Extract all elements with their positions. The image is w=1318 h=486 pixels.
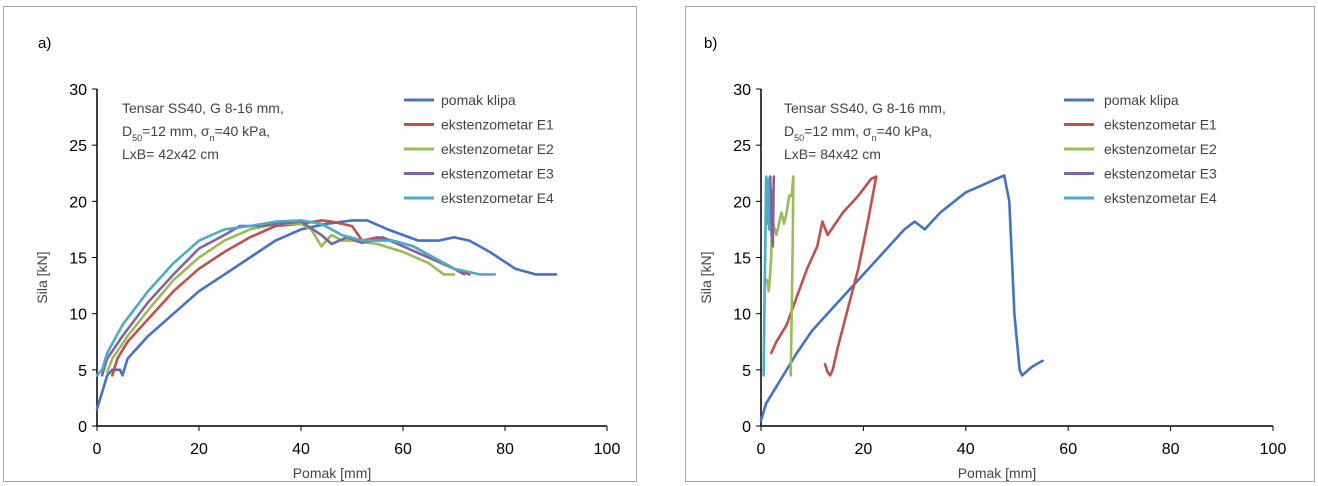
info-line: Tensar SS40, G 8-16 mm, [784,100,946,116]
chart-panel-b: b) 0 5 10 15 20 25 30 0 20 40 60 80 100 Pomak [mm] Sila… [685,6,1315,482]
legend-b: pomak klipa ekstenzometar E1 ekstenzometar… [1064,92,1217,206]
x-tick-label: 100 [1260,441,1287,458]
info-annotation-b: Tensar SS40, G 8-16 mm, D50=12 mm, σn=40 … [784,100,946,162]
y-axis-label-a: Sila [kN] [34,251,50,303]
x-tick-label: 40 [292,441,310,458]
series-line-b-1 [759,174,1044,422]
info-annotation-a: Tensar SS40, G 8-16 mm, D50=12 mm, σn=40 … [122,100,284,162]
x-tick-label: 40 [957,441,975,458]
legend-label: ekstenzometar E1 [441,117,554,133]
legend-label: ekstenzometar E3 [441,166,554,182]
x-tick-label: 100 [594,441,621,458]
info-line: D50=12 mm, σn=40 kPa, [122,123,270,143]
series-line-a-4 [100,220,466,377]
x-tick-label: 0 [93,441,102,458]
chart-panel-a: a) 0 5 10 15 20 25 30 0 20 40 60 80 100 Pomak [mm] Sila… [3,6,637,482]
legend-label: ekstenzometar E2 [1104,141,1217,157]
panel-label-b: b) [704,35,717,52]
y-tick-label: 30 [69,82,87,99]
y-tick-label: 20 [69,194,87,211]
y-tick-label: 15 [733,251,751,268]
series-line-b-5 [762,175,771,377]
legend-label: ekstenzometar E1 [1104,117,1217,133]
x-tick-label: 20 [855,441,873,458]
x-tick-label: 60 [1059,441,1077,458]
y-axis-label-b: Sila [kN] [698,251,714,303]
series-line-b-3 [765,175,795,377]
legend-label: pomak klipa [1104,92,1179,108]
y-tick-label: 5 [78,363,87,380]
x-tick-label: 0 [757,441,766,458]
x-axis-label-b: Pomak [mm] [958,465,1037,481]
legend-label: ekstenzometar E4 [441,190,554,206]
x-tick-label: 80 [496,441,514,458]
x-tick-label: 80 [1162,441,1180,458]
series-line-b-4 [768,175,776,248]
y-tick-label: 10 [69,307,87,324]
series-line-a-5 [95,219,497,377]
info-line: Tensar SS40, G 8-16 mm, [122,100,284,116]
series-line-a-2 [111,219,471,377]
y-tick-label: 5 [742,363,751,380]
legend-label: ekstenzometar E2 [441,141,554,157]
y-tick-label: 25 [733,138,751,155]
y-tick-label: 25 [69,138,87,155]
series-line-b-2 [769,175,878,377]
y-tick-label: 0 [78,419,87,436]
chart-b-canvas: b) 0 5 10 15 20 25 30 0 20 40 60 80 100 Pomak [mm] Sila… [698,35,1287,481]
legend-label: pomak klipa [441,92,516,108]
x-tick-label: 20 [190,441,208,458]
info-line: LxB= 84x42 cm [784,146,881,162]
series-line-a-3 [105,222,456,374]
legend-a: pomak klipa ekstenzometar E1 ekstenzometar… [404,92,554,206]
info-line: LxB= 42x42 cm [122,146,219,162]
chart-a-canvas: a) 0 5 10 15 20 25 30 0 20 40 60 80 100 Pomak [mm] Sila… [34,35,621,481]
panel-label-a: a) [38,35,51,52]
y-tick-label: 10 [733,307,751,324]
x-tick-label: 60 [394,441,412,458]
series-line-a-1 [95,219,558,411]
y-tick-label: 15 [69,251,87,268]
x-axis-label-a: Pomak [mm] [293,465,372,481]
legend-label: ekstenzometar E4 [1104,190,1217,206]
y-tick-label: 30 [733,82,751,99]
y-tick-label: 0 [742,419,751,436]
legend-label: ekstenzometar E3 [1104,166,1217,182]
y-tick-label: 20 [733,194,751,211]
info-line: D50=12 mm, σn=40 kPa, [784,123,932,143]
